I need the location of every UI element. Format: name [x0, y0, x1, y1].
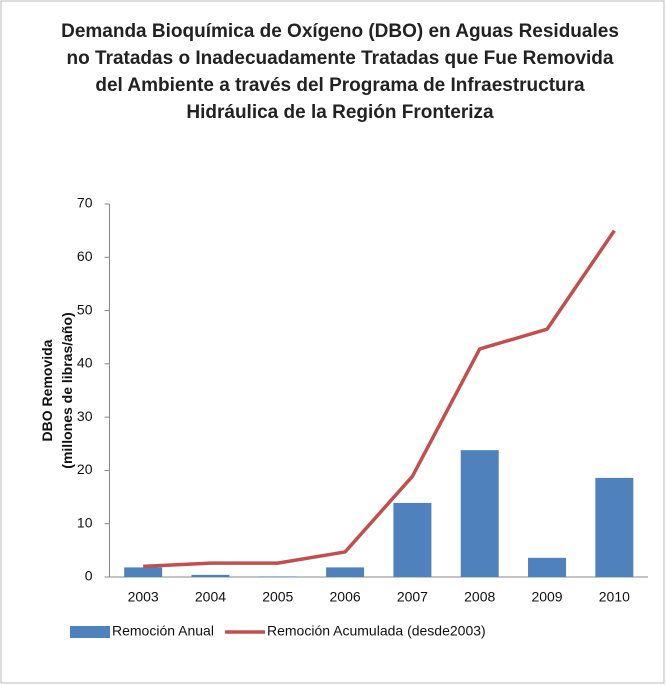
legend-label: Remoción Acumulada (desde2003) [267, 623, 486, 639]
y-axis-label: DBO Removida (millones de libras/año) [39, 312, 75, 468]
line [143, 229, 616, 569]
y-axis-label-line: (millones de libras/año) [59, 312, 75, 468]
bar [460, 450, 499, 577]
legend-label: Remoción Anual [112, 623, 214, 639]
x-tick-label: 2007 [397, 589, 428, 605]
x-tick-label: 2006 [330, 589, 361, 605]
x-tick-label: 2005 [262, 589, 293, 605]
chart-title: Demanda Bioquímica de Oxígeno (DBO) en A… [61, 21, 619, 123]
bar [124, 567, 163, 577]
x-tick-label: 2008 [464, 589, 495, 605]
bar [326, 567, 365, 577]
y-tick-label: 50 [77, 301, 93, 317]
y-tick-label: 70 [77, 195, 93, 211]
bar [595, 477, 634, 577]
y-tick-label: 40 [77, 355, 93, 371]
x-tick-label: 2010 [599, 589, 630, 605]
x-tick-label: 2004 [195, 589, 226, 605]
y-tick-label: 60 [77, 248, 93, 264]
y-tick-label: 0 [85, 568, 93, 584]
legend-swatch [70, 626, 110, 638]
bar [393, 502, 432, 577]
x-tick-label: 2003 [128, 589, 159, 605]
x-tick-label: 2009 [531, 589, 562, 605]
y-tick-label: 20 [77, 461, 93, 477]
y-tick-label: 10 [77, 514, 93, 530]
bar [258, 576, 297, 577]
y-tick-label: 30 [77, 408, 93, 424]
bar [528, 557, 567, 577]
y-axis-label-line: DBO Removida [39, 339, 55, 441]
bar [191, 574, 230, 577]
